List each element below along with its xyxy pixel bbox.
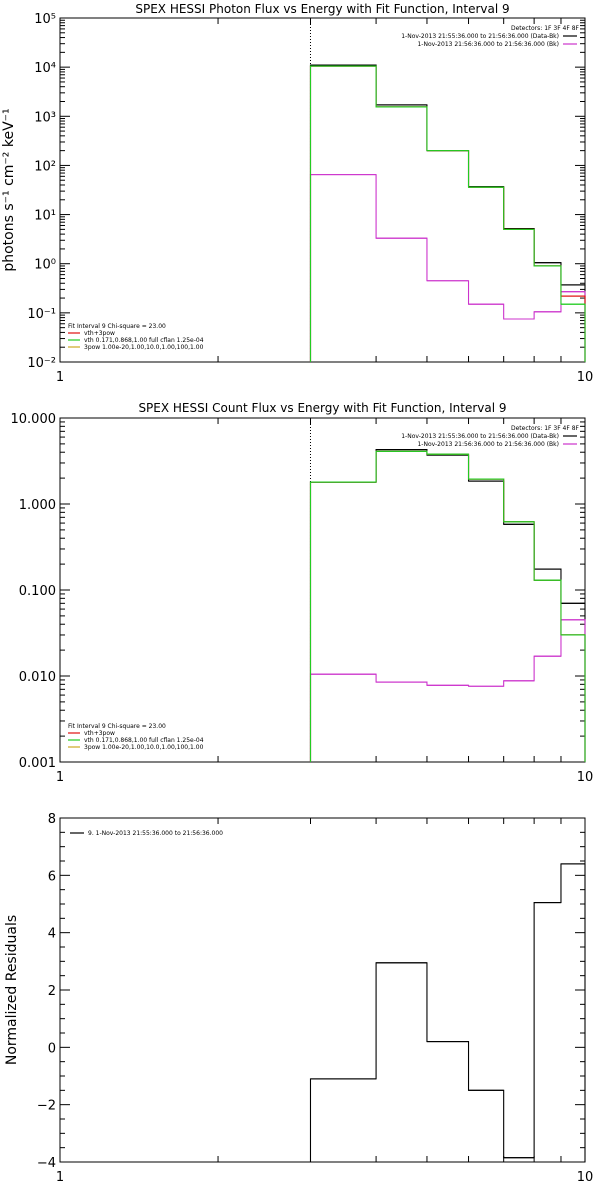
legend-entry: 9. 1-Nov-2013 21:55:36.000 to 21:56:36.0… bbox=[88, 830, 223, 837]
y-tick-label: 0.001 bbox=[19, 756, 56, 771]
y-tick-label: 10.000 bbox=[11, 412, 57, 427]
series-step-4 bbox=[309, 65, 586, 362]
y-axis-label: photons s⁻¹ cm⁻² keV⁻¹ bbox=[1, 108, 17, 271]
plot-frame bbox=[59, 817, 586, 1163]
x-tick-label: 10 bbox=[577, 370, 594, 385]
legend-entry: 3pow 1.00e-20,1.00,10.0,1.00,100,1.00 bbox=[84, 344, 204, 351]
legend-detectors: Detectors: 1F 3F 4F 8F bbox=[511, 25, 580, 32]
legend-entry: vth+3pow bbox=[84, 330, 115, 337]
y-tick-label: 10⁰ bbox=[34, 258, 56, 273]
chart-title: SPEX HESSI Count Flux vs Energy with Fit… bbox=[138, 401, 506, 415]
plot-frame bbox=[59, 17, 586, 363]
legend-entry: vth 0.171,0.868,1.00 full cflan 1.25e-04 bbox=[84, 337, 204, 344]
legend-entry: 1-Nov-2013 21:56:36.000 to 21:56:36.000 … bbox=[417, 41, 559, 48]
legend-top: Detectors: 1F 3F 4F 8F1-Nov-2013 21:55:3… bbox=[401, 25, 579, 48]
y-tick-label: 1.000 bbox=[19, 498, 56, 513]
chart-panel-3: 1 10 −4 −2 0 2 4 6 8 Normalized Residuals 9. 1-Nov… bbox=[4, 812, 593, 1185]
y-tick-label: 10² bbox=[34, 159, 56, 174]
plot-frame bbox=[59, 417, 586, 763]
y-tick-label: −2 bbox=[37, 1099, 56, 1114]
legend-fit-title: Fit Interval 9 Chi-square = 23.00 bbox=[68, 723, 166, 730]
y-tick-label: 4 bbox=[48, 927, 56, 942]
legend-entry: 1-Nov-2013 21:55:36.000 to 21:56:36.000 … bbox=[401, 33, 559, 40]
series-step-3 bbox=[309, 450, 586, 762]
y-tick-label: 10⁻¹ bbox=[27, 307, 56, 322]
y-tick-label: 10⁴ bbox=[34, 61, 56, 76]
y-tick-label: 0.010 bbox=[19, 670, 56, 685]
series-step-3 bbox=[309, 65, 586, 362]
series-step-1 bbox=[309, 863, 586, 1162]
legend-entry: vth+3pow bbox=[84, 730, 115, 737]
x-tick-label: 1 bbox=[56, 770, 64, 785]
y-tick-label: 10³ bbox=[34, 110, 56, 125]
series-step-1 bbox=[309, 64, 586, 362]
x-tick-label: 10 bbox=[577, 1170, 594, 1185]
chart-title: SPEX HESSI Photon Flux vs Energy with Fi… bbox=[135, 2, 509, 16]
y-tick-label: 0 bbox=[48, 1041, 56, 1056]
y-tick-label: 8 bbox=[48, 812, 56, 827]
legend-entry: 1-Nov-2013 21:55:36.000 to 21:56:36.000 … bbox=[401, 433, 559, 440]
series-step-4 bbox=[309, 450, 586, 762]
series-step-1 bbox=[309, 448, 586, 762]
legend-entry: 1-Nov-2013 21:56:36.000 to 21:56:36.000 … bbox=[417, 441, 559, 448]
legend-entry: 3pow 1.00e-20,1.00,10.0,1.00,100,1.00 bbox=[84, 744, 204, 751]
y-tick-label: −4 bbox=[37, 1156, 56, 1171]
chart-panel-2: SPEX HESSI Count Flux vs Energy with Fit… bbox=[11, 401, 594, 785]
legend-fit: Fit Interval 9 Chi-square = 23.00vth+3po… bbox=[68, 323, 204, 351]
legend-top: 9. 1-Nov-2013 21:55:36.000 to 21:56:36.0… bbox=[70, 830, 223, 837]
y-tick-label: 2 bbox=[48, 984, 56, 999]
y-axis-label: Normalized Residuals bbox=[4, 915, 20, 1065]
x-tick-label: 1 bbox=[56, 1170, 64, 1185]
legend-top: Detectors: 1F 3F 4F 8F1-Nov-2013 21:55:3… bbox=[401, 425, 579, 448]
chart-panel-1: SPEX HESSI Photon Flux vs Energy with Fi… bbox=[1, 2, 593, 385]
y-tick-label: 6 bbox=[48, 869, 56, 884]
x-tick-label: 10 bbox=[577, 770, 594, 785]
series-step-2 bbox=[309, 174, 586, 362]
legend-detectors: Detectors: 1F 3F 4F 8F bbox=[511, 425, 580, 432]
legend-fit-title: Fit Interval 9 Chi-square = 23.00 bbox=[68, 323, 166, 330]
x-tick-label: 1 bbox=[56, 370, 64, 385]
y-tick-label: 10⁵ bbox=[34, 12, 56, 27]
y-tick-label: 0.100 bbox=[19, 584, 56, 599]
y-tick-label: 10⁻² bbox=[27, 356, 56, 371]
y-tick-label: 10¹ bbox=[34, 209, 56, 224]
legend-entry: vth 0.171,0.868,1.00 full cflan 1.25e-04 bbox=[84, 737, 204, 744]
legend-fit: Fit Interval 9 Chi-square = 23.00vth+3po… bbox=[68, 723, 204, 751]
series-step-2 bbox=[309, 619, 586, 762]
